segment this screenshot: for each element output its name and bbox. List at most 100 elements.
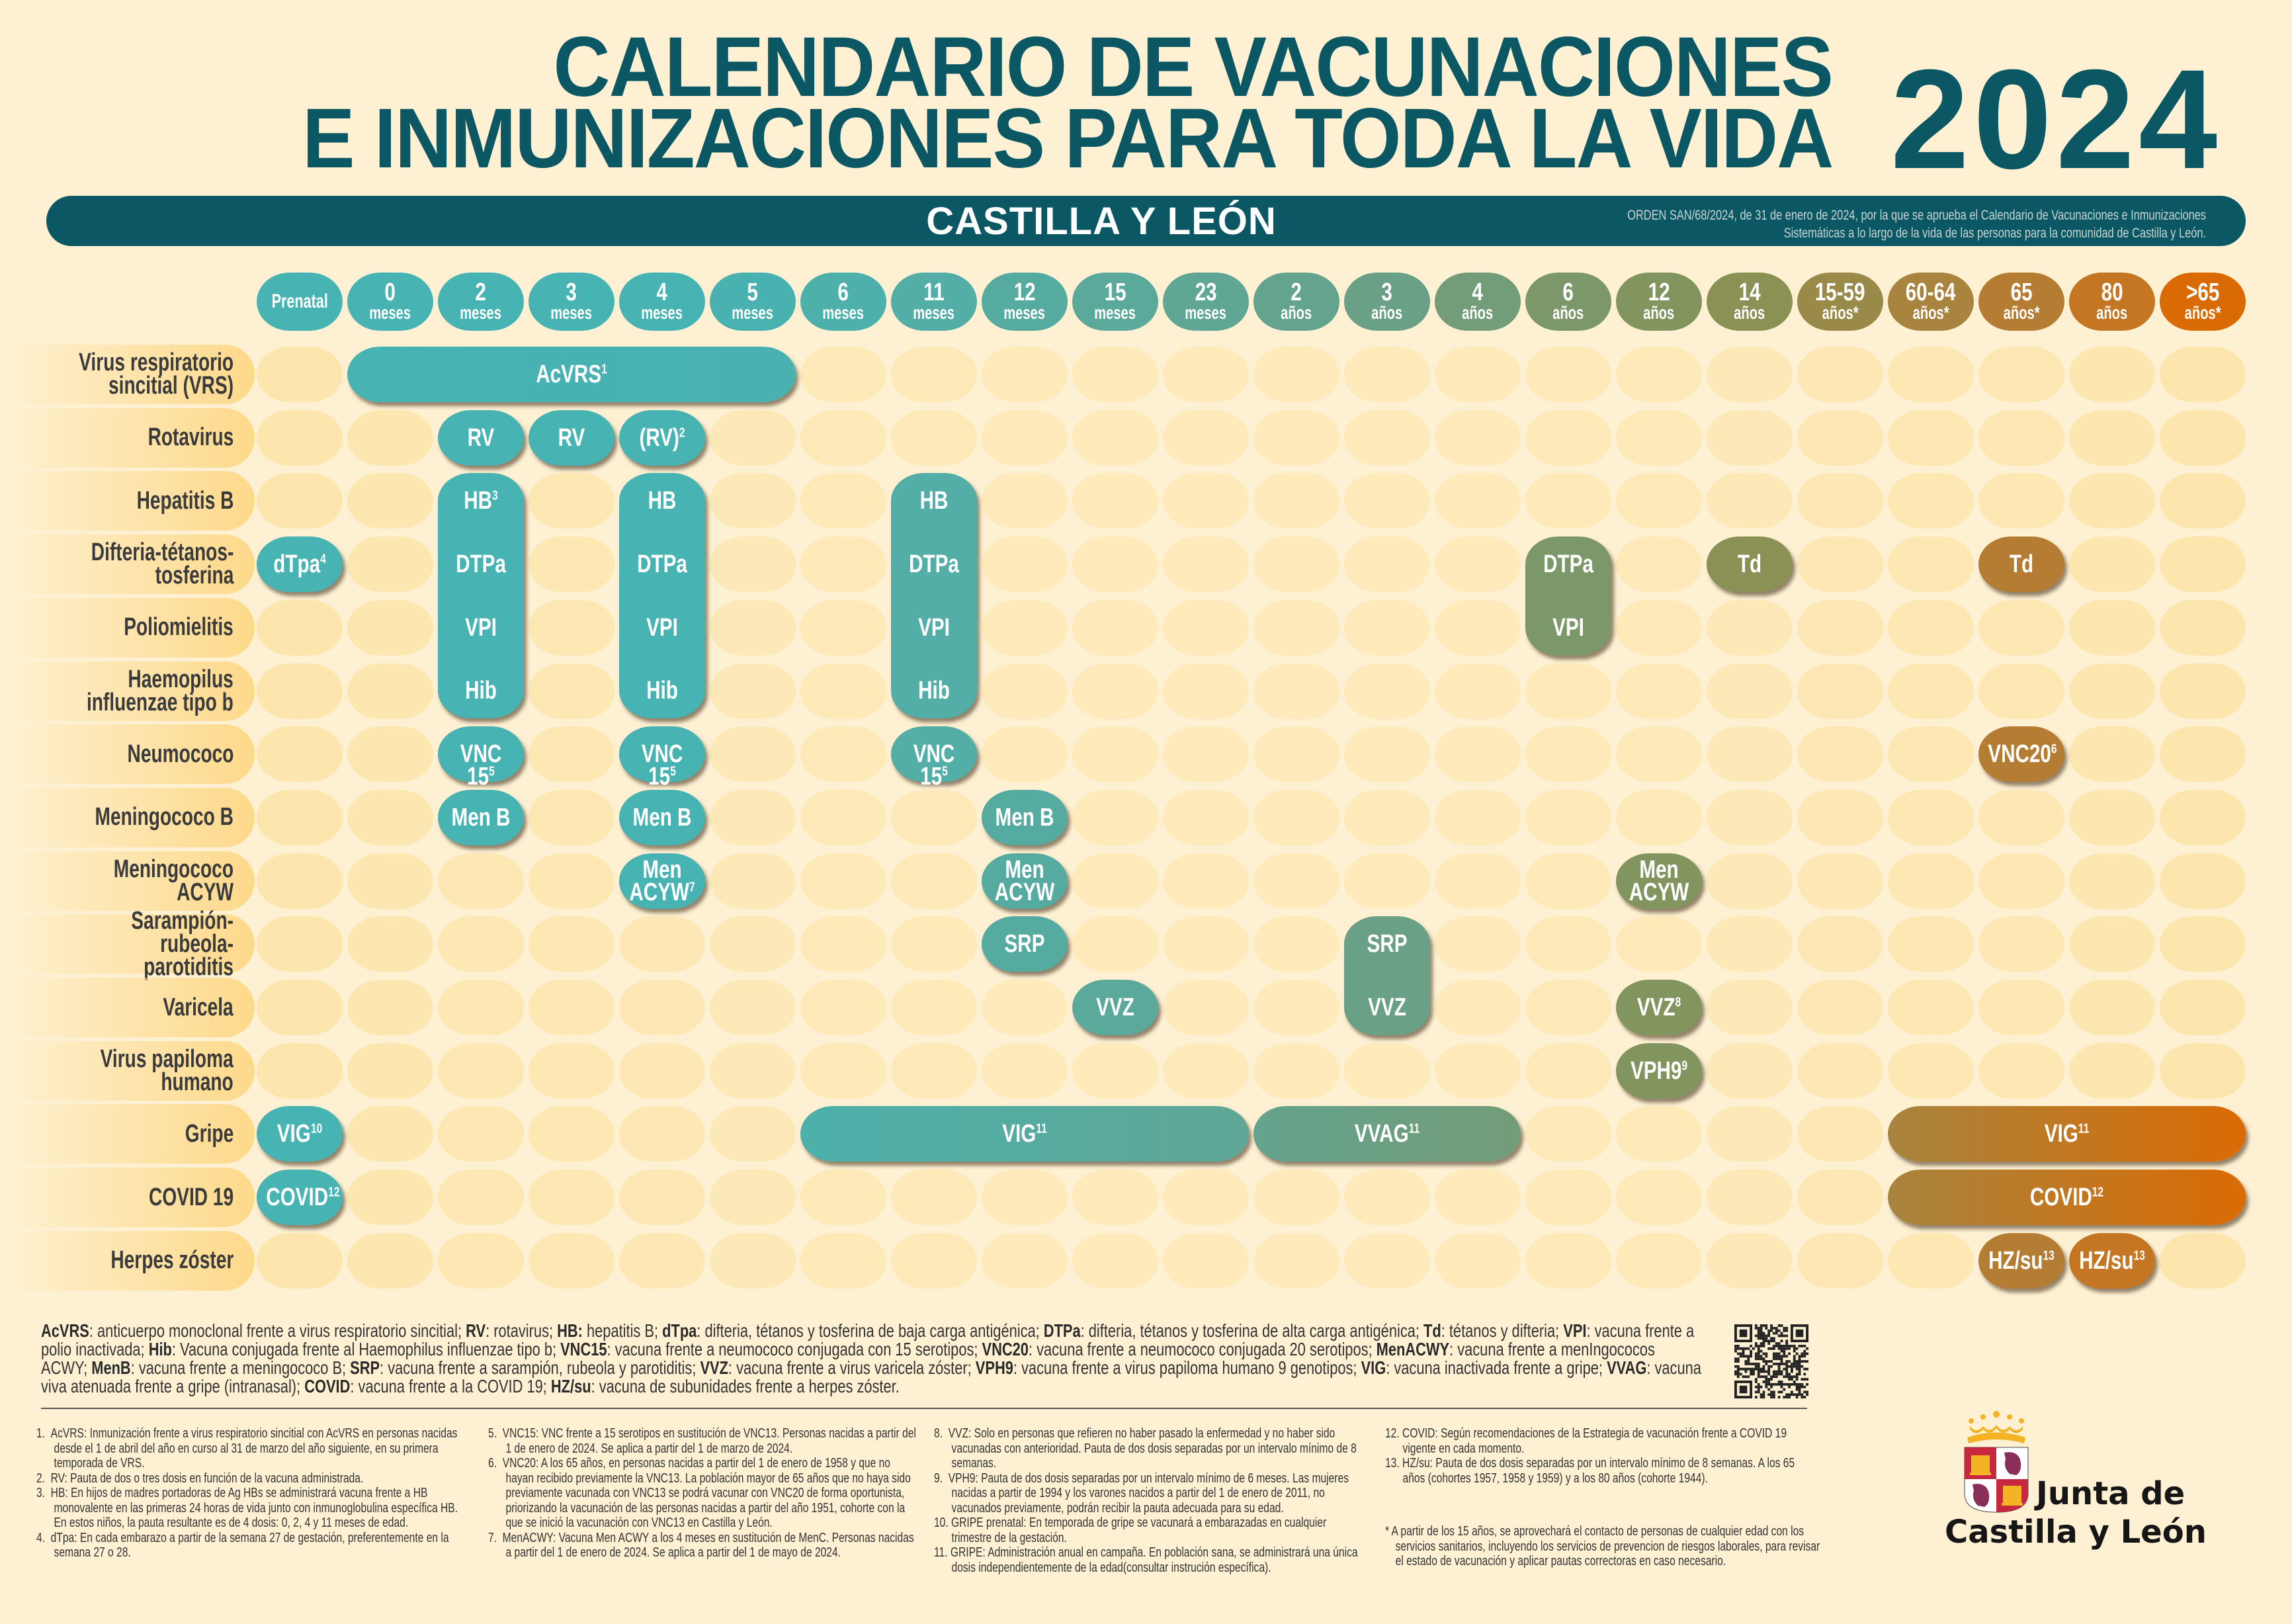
empty-cell <box>1525 853 1611 909</box>
empty-cell <box>891 347 977 402</box>
vaccine-pill[interactable]: VNC 155 <box>891 726 977 789</box>
column-header-number: 23 <box>1195 278 1217 306</box>
empty-cell <box>1253 916 1339 972</box>
empty-cell <box>1344 1170 1430 1226</box>
vaccine-pill[interactable]: SRP VVZ <box>1344 916 1430 1035</box>
column-header-unit: años <box>1462 302 1494 323</box>
legend-term: MenACWY <box>1376 1339 1450 1359</box>
empty-cell <box>347 1106 433 1162</box>
vaccine-pill[interactable]: HZ/su13 <box>1978 1232 2064 1289</box>
footnote-ref: 11 <box>1036 1121 1047 1136</box>
vaccine-pill[interactable]: VIG11 <box>800 1106 1249 1162</box>
empty-cell <box>1344 473 1430 529</box>
vaccine-pill[interactable]: VVAG11 <box>1253 1106 1521 1162</box>
vaccine-pill[interactable]: DTPa VPI <box>1525 536 1611 656</box>
vaccine-label: VNC 155 <box>447 742 514 789</box>
vaccine-pill[interactable]: AcVRS1 <box>347 347 796 402</box>
vaccine-pill[interactable]: VIG10 <box>257 1106 343 1162</box>
empty-cell <box>1797 1170 1883 1226</box>
vaccine-pill[interactable]: RV <box>529 409 615 466</box>
row-label-varicela: Varicela <box>0 978 255 1037</box>
vaccine-label: VVZ <box>1082 995 1148 1020</box>
vaccine-pill[interactable]: Men ACYW <box>982 853 1068 909</box>
empty-cell <box>438 1106 524 1162</box>
empty-cell <box>529 663 615 719</box>
vaccine-pill[interactable]: HZ/su13 <box>2069 1232 2155 1289</box>
vaccine-pill[interactable]: RV <box>438 409 524 466</box>
vaccine-label: Men ACYW <box>991 857 1058 905</box>
column-header-number: 12 <box>1013 278 1036 306</box>
empty-cell <box>1978 789 2064 845</box>
vaccine-pill[interactable]: COVID12 <box>257 1170 343 1226</box>
empty-cell <box>438 916 524 972</box>
empty-cell <box>1253 789 1339 845</box>
vaccine-pill[interactable]: VVZ8 <box>1616 980 1702 1035</box>
column-header-number: 3 <box>566 278 577 306</box>
empty-cell <box>347 473 433 529</box>
empty-cell <box>619 1170 705 1226</box>
empty-cell <box>710 916 796 972</box>
vaccine-pill[interactable]: HB3 DTPa VPI Hib <box>438 473 524 719</box>
empty-cell <box>800 473 886 529</box>
empty-cell <box>347 853 433 909</box>
vaccine-pill[interactable]: VPH99 <box>1616 1043 1702 1099</box>
vaccine-pill[interactable]: dTpa4 <box>257 536 343 593</box>
empty-cell <box>1978 1043 2064 1099</box>
vaccine-pill[interactable]: Men ACYW <box>1616 853 1702 909</box>
empty-cell <box>1616 599 1702 656</box>
empty-cell <box>1163 536 1249 593</box>
vaccine-pill[interactable]: Men B <box>438 789 524 845</box>
empty-cell <box>800 789 886 845</box>
row-label-menacyw: Meningococo ACYW <box>0 851 255 911</box>
vaccine-name: AcVRS <box>536 361 602 388</box>
empty-cell <box>1707 1043 1793 1099</box>
vaccine-pill[interactable]: Men B <box>982 789 1068 845</box>
legend-description: : vacuna inactivada frente a gripe; <box>1386 1357 1607 1378</box>
footnote: 7. MenACWY: Vacuna Men ACWY a los 4 mese… <box>488 1530 914 1560</box>
empty-cell <box>1344 1043 1430 1099</box>
empty-cell <box>1888 1043 1974 1099</box>
vaccine-name: DTPa <box>909 550 959 579</box>
vaccine-pill[interactable]: HB DTPa VPI Hib <box>619 473 705 719</box>
vaccine-pill[interactable]: COVID12 <box>1888 1170 2246 1226</box>
vaccine-pill[interactable]: VNC 155 <box>619 726 705 789</box>
row-label-text: Herpes zóster <box>110 1246 233 1275</box>
vaccine-pill[interactable]: SRP <box>982 916 1068 972</box>
vaccine-pill[interactable]: (RV)2 <box>619 409 705 466</box>
empty-cell <box>347 1170 433 1226</box>
empty-cell <box>1344 1232 1430 1289</box>
column-header-unit: meses <box>460 302 502 323</box>
legend-term: COVID <box>304 1376 351 1396</box>
qr-code-icon[interactable] <box>1734 1324 1808 1398</box>
vaccine-pill[interactable]: VNC 155 <box>438 726 524 789</box>
column-header-number: 5 <box>747 278 759 306</box>
empty-cell <box>1253 663 1339 719</box>
empty-cell <box>347 1232 433 1289</box>
vaccine-pill[interactable]: VVZ <box>1072 980 1158 1035</box>
empty-cell <box>347 409 433 466</box>
vaccine-pill[interactable]: Men B <box>619 789 705 845</box>
empty-cell <box>891 853 977 909</box>
vaccine-label: COVID12 <box>266 1185 339 1210</box>
empty-cell <box>1163 1232 1249 1289</box>
vaccine-pill[interactable]: VNC206 <box>1978 726 2064 783</box>
empty-cell <box>1163 409 1249 466</box>
row-label-hib: Haemopilus influenzae tipo b <box>0 661 255 721</box>
empty-cell <box>1435 1170 1521 1226</box>
region-banner <box>46 196 2246 246</box>
column-header-m4: 4 meses <box>619 273 705 331</box>
column-header-a65plus: >65 años* <box>2160 273 2246 331</box>
vaccine-pill[interactable]: Men ACYW7 <box>619 853 705 909</box>
vaccine-pill[interactable]: HB DTPa VPI Hib <box>891 473 977 719</box>
empty-cell <box>1888 409 1974 466</box>
vaccine-pill[interactable]: VIG11 <box>1888 1106 2246 1162</box>
empty-cell <box>2069 409 2155 466</box>
vaccine-pill[interactable]: Td <box>1978 536 2064 593</box>
empty-cell <box>1888 536 1974 593</box>
empty-cell <box>1797 980 1883 1035</box>
vaccine-name: VPI <box>646 613 678 642</box>
empty-cell <box>800 980 886 1035</box>
empty-cell <box>1707 663 1793 719</box>
vaccine-label: dTpa4 <box>266 552 333 577</box>
vaccine-pill[interactable]: Td <box>1707 536 1793 593</box>
